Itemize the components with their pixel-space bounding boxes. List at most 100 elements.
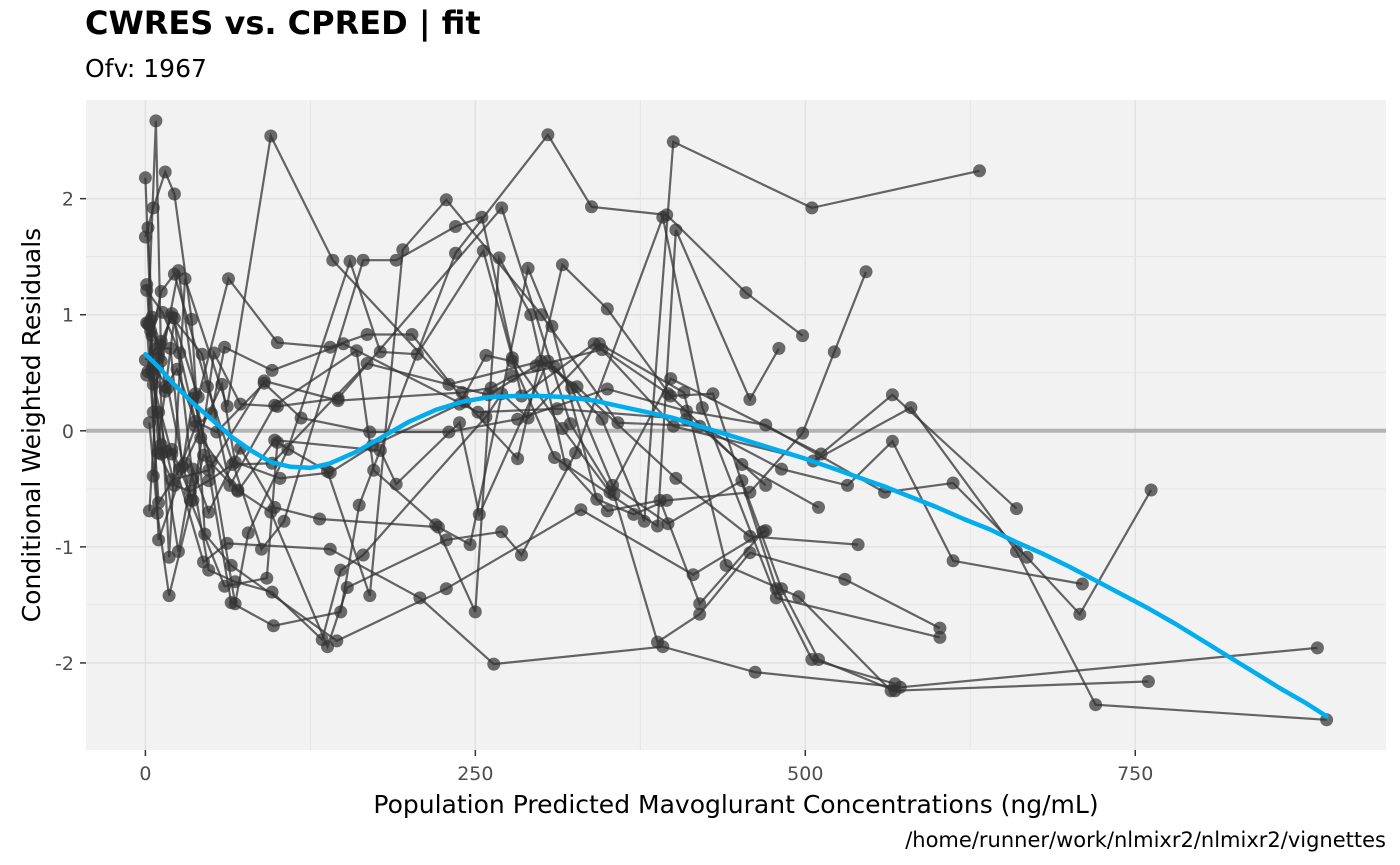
data-point — [476, 244, 490, 258]
data-point — [973, 164, 986, 178]
data-point — [529, 359, 543, 373]
data-point — [585, 200, 598, 214]
data-point — [743, 393, 757, 406]
data-point — [661, 517, 675, 531]
y-tick-label: 1 — [62, 305, 74, 327]
data-point — [511, 452, 525, 466]
data-point — [805, 201, 819, 215]
data-point — [265, 585, 279, 599]
data-point — [748, 665, 762, 679]
data-point — [439, 193, 453, 207]
subject-series-group — [138, 244, 1023, 611]
data-point — [313, 512, 327, 526]
series-line — [145, 322, 1083, 586]
data-point — [149, 114, 163, 128]
data-point — [178, 272, 192, 286]
data-point — [146, 377, 160, 391]
data-point — [1073, 607, 1087, 621]
data-point — [363, 425, 377, 439]
data-point — [149, 341, 163, 355]
data-point — [851, 538, 865, 552]
data-point — [1020, 550, 1034, 564]
data-point — [521, 261, 535, 275]
data-point — [695, 401, 709, 415]
data-point — [204, 454, 218, 468]
x-tick-label: 0 — [139, 763, 151, 785]
data-point — [548, 451, 561, 464]
data-point — [885, 388, 899, 402]
data-point — [946, 554, 960, 568]
data-point — [173, 346, 187, 360]
subject-series — [138, 114, 1334, 727]
data-point — [796, 329, 810, 343]
axis-ticks: 0 250 500 750 -2 -1 0 1 2 — [55, 189, 1153, 785]
y-tick-label: 2 — [62, 189, 74, 211]
data-point — [1075, 577, 1089, 591]
chart-subtitle: Ofv: 1967 — [85, 54, 207, 83]
data-point — [264, 129, 278, 143]
data-point — [1010, 502, 1023, 516]
data-point — [202, 505, 216, 519]
data-point — [165, 447, 179, 461]
data-point — [1089, 698, 1103, 712]
data-point — [360, 357, 374, 370]
data-point — [265, 363, 279, 377]
data-point — [495, 201, 509, 215]
data-point — [330, 634, 344, 648]
subject-series-group — [140, 283, 1158, 621]
data-point — [323, 542, 337, 556]
data-point — [595, 343, 609, 357]
data-point — [590, 492, 604, 506]
data-point — [487, 657, 501, 671]
data-point — [453, 416, 466, 430]
data-point — [600, 302, 614, 316]
data-point — [611, 416, 625, 430]
plot-panel — [86, 100, 1386, 750]
data-point — [195, 347, 209, 361]
data-point — [656, 640, 670, 654]
data-point — [511, 412, 525, 426]
data-point — [759, 418, 773, 432]
data-point — [167, 311, 181, 325]
data-point — [336, 337, 350, 351]
data-point — [743, 546, 757, 560]
data-point — [792, 590, 806, 604]
data-point — [207, 346, 221, 360]
data-point — [413, 591, 427, 605]
data-point — [775, 462, 788, 476]
data-point — [167, 187, 181, 201]
data-point — [439, 582, 453, 596]
data-point — [651, 519, 664, 533]
data-point — [666, 419, 680, 433]
data-point — [669, 471, 683, 485]
series-line — [145, 289, 1153, 617]
data-point — [812, 653, 825, 666]
data-point — [266, 619, 280, 633]
data-point — [574, 503, 588, 517]
x-tick-label: 500 — [787, 763, 823, 785]
subject-series-group — [146, 377, 1324, 694]
data-point — [463, 538, 477, 552]
data-point — [270, 435, 284, 449]
data-point — [680, 404, 693, 418]
data-point — [475, 210, 489, 224]
data-point — [222, 272, 235, 286]
data-point — [410, 347, 424, 361]
data-point — [171, 545, 185, 558]
data-point — [158, 165, 172, 179]
data-point — [356, 253, 370, 267]
data-point — [660, 493, 674, 507]
caption-path: /home/runner/work/nlmixr2/nlmixr2/vignet… — [905, 828, 1386, 852]
data-point — [396, 243, 410, 257]
data-point — [233, 397, 247, 411]
data-point — [743, 485, 757, 499]
data-point — [664, 389, 678, 403]
x-axis-title: Population Predicted Mavoglurant Concent… — [373, 790, 1098, 819]
data-point — [827, 345, 841, 359]
data-point — [449, 220, 462, 233]
data-point — [277, 514, 291, 528]
data-point — [669, 223, 683, 237]
data-point — [841, 478, 854, 492]
data-point — [356, 548, 370, 562]
